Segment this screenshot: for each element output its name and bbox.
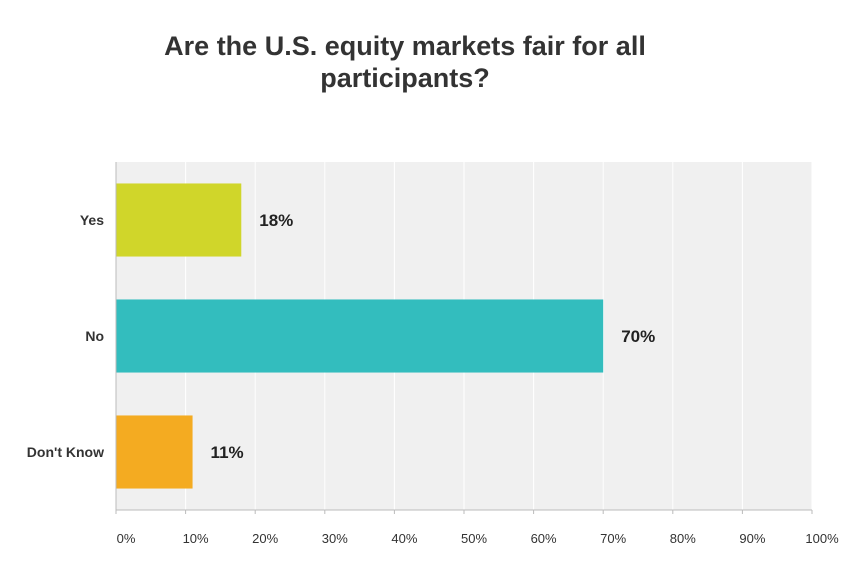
axes (115, 162, 813, 514)
x-tick-label-10: 10% (183, 531, 209, 546)
data-label-no: 70% (621, 327, 655, 346)
x-tick-label-60: 60% (531, 531, 557, 546)
x-tick-label-30: 30% (322, 531, 348, 546)
category-label-no: No (85, 328, 104, 344)
chart-title: Are the U.S. equity markets fair for all… (164, 31, 646, 93)
x-tick-label-90: 90% (739, 531, 765, 546)
x-tick-label-100: 100% (805, 531, 839, 546)
category-label-yes: Yes (80, 212, 104, 228)
bars (116, 183, 604, 489)
bar-don-t-know (116, 415, 193, 489)
x-tick-label-40: 40% (391, 531, 417, 546)
x-tick-label-50: 50% (461, 531, 487, 546)
category-label-don-t-know: Don't Know (27, 444, 104, 460)
x-tick-label-20: 20% (252, 531, 278, 546)
x-tick-label-70: 70% (600, 531, 626, 546)
bar-yes (116, 183, 242, 257)
labels: 0% 10% 20% 30% 40% 50% 60% 70% 80% 90% 100% Yes 18% N… (27, 211, 839, 546)
data-label-don-t-know: 11% (211, 443, 244, 462)
x-tick-label-0: 0% (117, 531, 136, 546)
bar-no (116, 299, 604, 373)
data-label-yes: 18% (259, 211, 293, 230)
x-tick-label-80: 80% (670, 531, 696, 546)
